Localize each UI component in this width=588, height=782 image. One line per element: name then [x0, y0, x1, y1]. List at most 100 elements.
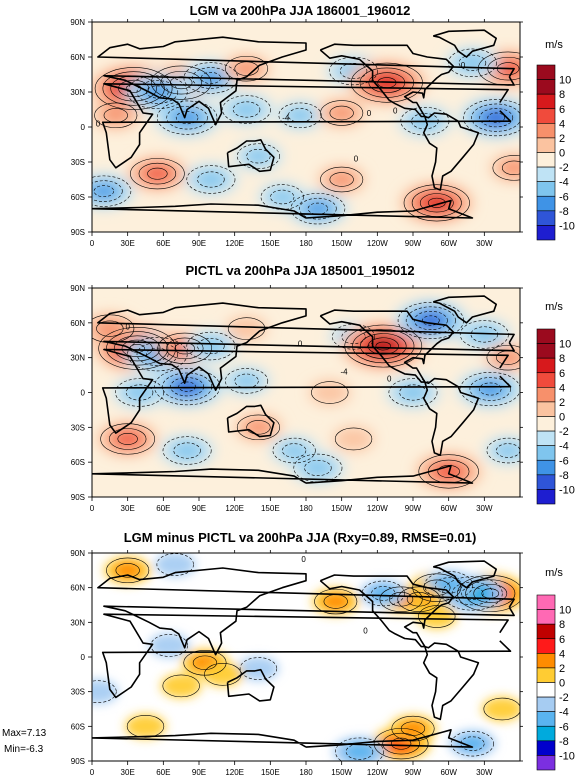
contour-line [92, 180, 123, 202]
colorbar-box [536, 93, 556, 110]
contour-line [397, 586, 441, 612]
colorbar-label: 2 [559, 397, 565, 409]
anomaly-14 [222, 367, 271, 395]
colorbar-box [536, 740, 556, 756]
contour-line [146, 85, 169, 99]
contour-line [367, 337, 399, 355]
anomaly-19 [125, 714, 166, 739]
contour-label: 0 [393, 107, 398, 116]
colorbar-label: -8 [559, 206, 569, 218]
anomaly-21 [333, 426, 374, 452]
panel-3-title: LGM minus PICTL va 200hPa JJA (Rxy=0.89,… [124, 530, 477, 545]
contour-line [156, 553, 194, 576]
contour-line [117, 433, 138, 445]
panel-1: LGM va 200hPa JJA 186001_196012 0-40 000 … [70, 3, 575, 248]
x-tick-label: 30E [121, 239, 135, 248]
colorbar-box [536, 166, 556, 182]
contour-line [361, 580, 405, 607]
colorbar-box [536, 489, 556, 505]
y-tick-label: 0 [81, 123, 86, 132]
x-tick-label: 120E [225, 504, 244, 513]
contour-line [389, 592, 414, 607]
panel-2-unit: m/s [545, 301, 563, 313]
anomaly-25 [258, 183, 306, 211]
contour-line [246, 148, 271, 164]
colorbar-label: 10 [559, 75, 571, 87]
colorbar-box [536, 108, 556, 124]
anomaly-14 [202, 662, 244, 687]
contour-line [147, 167, 168, 180]
x-tick-label: 180 [299, 504, 313, 513]
x-tick-label: 150E [261, 504, 280, 513]
contour-line [162, 372, 213, 401]
colorbar-box [536, 711, 556, 727]
x-tick-label: 150W [331, 768, 352, 777]
contour-line [94, 102, 138, 129]
contour-line [486, 344, 520, 371]
coastline-5 [226, 668, 275, 702]
contour-line [197, 338, 225, 355]
contour-line [166, 105, 208, 130]
coastline-6 [432, 29, 498, 58]
colorbar-box [536, 416, 556, 432]
y-tick-label: 30N [70, 88, 85, 97]
anomaly-12 [160, 673, 202, 699]
contour-line [492, 155, 520, 181]
colorbar-label: -2 [559, 162, 569, 174]
x-tick-label: 90E [192, 768, 206, 777]
contour-line [156, 100, 218, 135]
contour-line [320, 166, 364, 193]
colorbar-box [536, 623, 556, 640]
y-tick-label: 90N [70, 284, 85, 293]
contour-line [121, 339, 153, 357]
colorbar-label: 4 [559, 118, 565, 130]
colorbar-label: -4 [559, 707, 569, 719]
contour-line [424, 571, 474, 600]
anomaly-9 [394, 300, 468, 341]
contour-line [94, 67, 173, 110]
anomaly-14 [318, 99, 366, 127]
colorbar-label: -6 [559, 721, 569, 733]
coastline-5 [226, 404, 275, 438]
contour-line [282, 443, 307, 458]
contour-line [169, 76, 193, 90]
contour-line [162, 436, 212, 465]
contour-line [183, 650, 227, 676]
contour-line [299, 197, 337, 220]
contour-line [418, 605, 456, 628]
contour-line [479, 382, 502, 396]
x-tick-label: 120W [367, 768, 388, 777]
colorbar-label: 6 [559, 368, 565, 380]
colorbar-box [536, 638, 556, 654]
colorbar-box [536, 682, 556, 698]
contour-label: -4 [340, 368, 348, 377]
x-tick-label: 180 [299, 768, 313, 777]
anomaly-19 [184, 164, 238, 195]
contour-line [96, 320, 124, 337]
contour-line [246, 420, 271, 435]
colorbar-label: -10 [559, 484, 575, 496]
contour-line [473, 583, 508, 603]
colorbar-box [536, 474, 556, 490]
contour-line [154, 368, 221, 406]
anomaly-17 [127, 156, 188, 191]
contour-line [418, 454, 479, 489]
x-tick-label: 60W [440, 768, 457, 777]
contour-line [419, 193, 454, 213]
colorbar-box [536, 79, 556, 95]
y-tick-label: 30S [71, 688, 85, 697]
contour-line [483, 697, 520, 721]
contour-line [92, 175, 132, 207]
anomaly-12 [219, 94, 274, 125]
contour-line [166, 337, 204, 360]
contour-label: 0 [461, 61, 466, 70]
contour-line [463, 99, 520, 137]
y-tick-label: 30N [70, 354, 85, 363]
x-tick-label: 60E [156, 239, 170, 248]
colorbar-label: 2 [559, 133, 565, 145]
colorbar-label: 8 [559, 353, 565, 365]
contour-label: 0 [367, 109, 372, 118]
x-tick-label: 60W [440, 504, 457, 513]
coastline-6 [432, 295, 498, 324]
coastline-3 [319, 309, 455, 383]
